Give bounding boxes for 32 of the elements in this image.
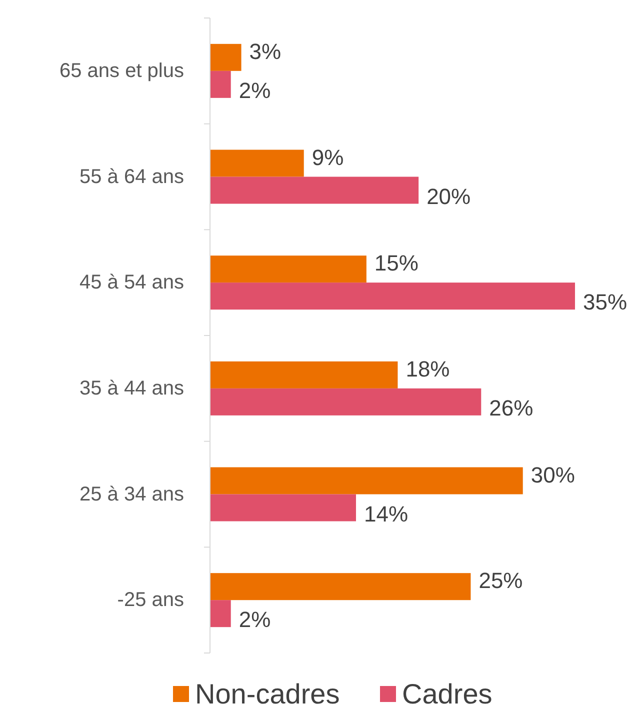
data-label: 25% — [478, 568, 523, 594]
data-label: 26% — [489, 395, 534, 420]
legend-label: Non-cadres — [195, 678, 340, 710]
data-label: 18% — [406, 356, 450, 382]
y-tick-label: 45 à 54 ans — [79, 272, 184, 294]
data-label: 30% — [530, 462, 575, 488]
bar — [210, 256, 366, 283]
data-label: 35% — [583, 290, 628, 315]
y-tick-label: 35 à 44 ans — [79, 377, 184, 400]
y-tick-label: 65 ans et plus — [59, 60, 184, 82]
bar — [210, 44, 242, 71]
bar — [210, 467, 523, 494]
bar — [210, 494, 356, 522]
data-label: 2% — [238, 78, 271, 103]
data-label: 9% — [312, 144, 344, 170]
data-label: 20% — [426, 184, 471, 209]
bar — [210, 70, 231, 98]
data-label: 14% — [364, 501, 408, 526]
bar — [210, 388, 482, 416]
bar — [210, 600, 231, 628]
y-tick-label: -25 ans — [117, 589, 184, 612]
bar — [210, 573, 471, 600]
data-label: 15% — [374, 250, 418, 276]
legend-label: Cadres — [402, 678, 492, 710]
data-label: 3% — [249, 38, 282, 64]
data-label: 2% — [238, 607, 271, 632]
y-tick-label: 55 à 64 ans — [79, 166, 184, 188]
bar — [210, 361, 398, 388]
bar — [210, 176, 419, 204]
bar — [210, 150, 304, 177]
y-tick-label: 25 à 34 ans — [79, 483, 184, 506]
bar — [210, 282, 575, 310]
